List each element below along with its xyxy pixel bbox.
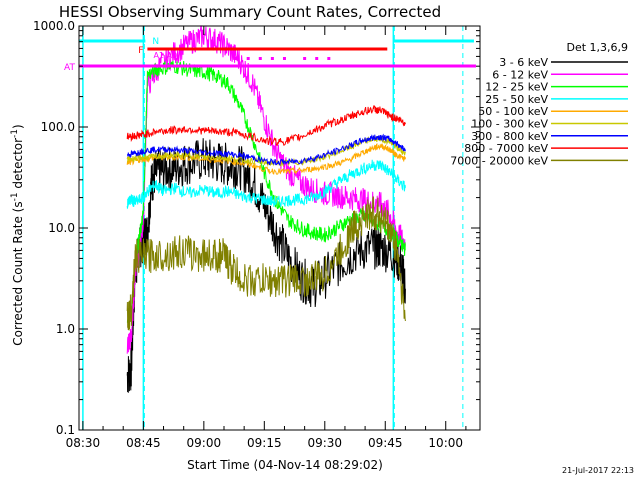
x-tick-label: 08:30 <box>66 436 101 450</box>
axes: 0.1 1.0 10.0 100.0 1000.0 08:30 08:45 09:00 09:1… <box>33 19 481 450</box>
y-tick-label: 0.1 <box>56 423 75 437</box>
series-line <box>126 159 406 210</box>
x-tick-label: 08:45 <box>126 436 161 450</box>
flag-label: AT <box>64 63 75 73</box>
x-tick-label: 09:15 <box>247 436 282 450</box>
flag-label: F <box>138 46 143 56</box>
x-tick-label: 10:00 <box>428 436 463 450</box>
legend-label: 3 - 6 keV <box>499 56 548 69</box>
flag-dot <box>327 57 331 60</box>
series-line <box>126 105 406 147</box>
x-axis-label: Start Time (04-Nov-14 08:29:02) <box>187 458 383 472</box>
flag-bars: NF AT A1 A0 <box>64 37 476 73</box>
flag-dot <box>315 57 319 60</box>
footer-date: 21-Jul-2017 22:13 <box>562 466 634 475</box>
legend-label: 100 - 300 keV <box>471 118 548 131</box>
flag-dot <box>234 57 238 60</box>
flag-dot <box>258 57 262 60</box>
x-tick-label: 09:30 <box>307 436 342 450</box>
y-tick-label: 1.0 <box>56 322 75 336</box>
series-line <box>126 133 406 167</box>
flag-extra-label: A1 A0 <box>153 51 177 60</box>
chart-title: HESSI Observing Summary Count Rates, Cor… <box>59 3 441 21</box>
legend-label: 300 - 800 keV <box>471 130 548 143</box>
x-tick-label: 09:00 <box>187 436 222 450</box>
x-tick-label: 09:45 <box>368 436 403 450</box>
legend-label: 6 - 12 keV <box>492 68 548 81</box>
y-tick-label: 100.0 <box>41 120 75 134</box>
flag-dot <box>303 57 307 60</box>
flag-label: N <box>152 37 159 47</box>
flag-dot <box>282 57 286 60</box>
series-line <box>126 196 406 331</box>
y-tick-label: 1000.0 <box>33 19 75 33</box>
legend-label: 7000 - 20000 keV <box>450 154 548 167</box>
legend-label: 25 - 50 keV <box>485 93 548 106</box>
legend-label: 50 - 100 keV <box>478 105 548 118</box>
legend-label: 800 - 7000 keV <box>464 142 548 155</box>
flag-dot <box>246 57 250 60</box>
y-axis-label: Corrected Count Rate (s-1 detector-1) <box>10 124 25 345</box>
flag-dot <box>270 57 274 60</box>
series-line <box>126 138 406 393</box>
legend-title: Det 1,3,6,9 <box>566 41 628 54</box>
y-tick-label: 10.0 <box>48 221 75 235</box>
legend-label: 12 - 25 keV <box>485 81 548 94</box>
series-lines <box>82 25 464 430</box>
